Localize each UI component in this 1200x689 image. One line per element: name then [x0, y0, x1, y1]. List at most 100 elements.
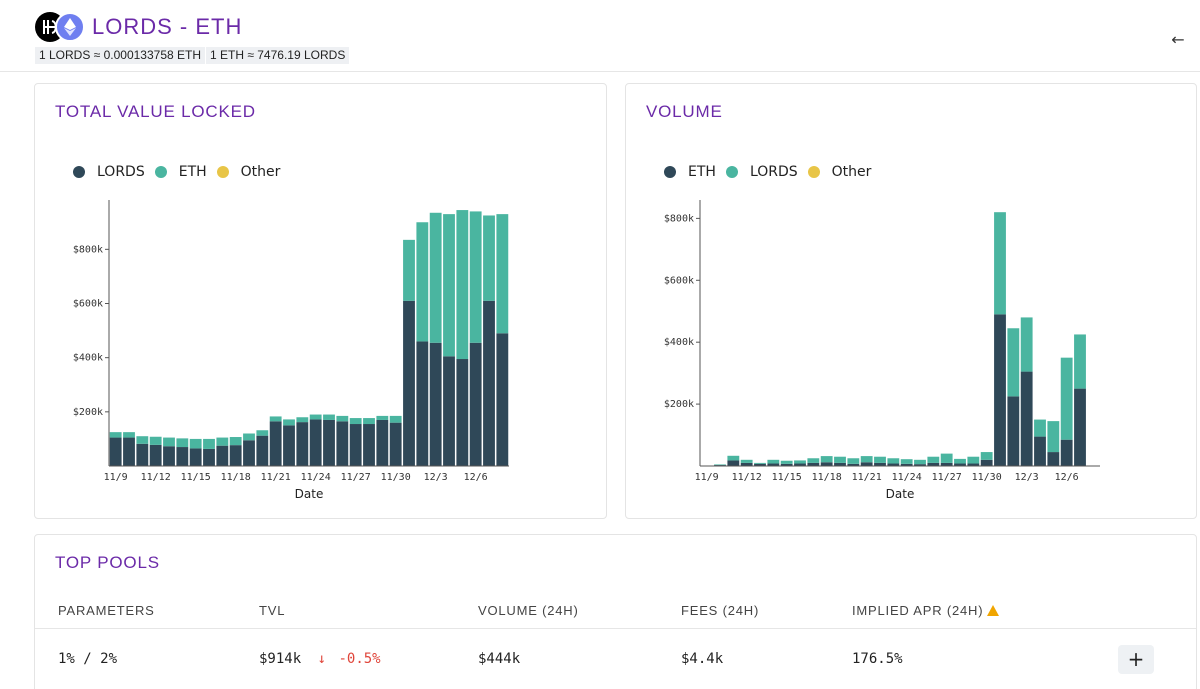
- bar-segment[interactable]: [149, 436, 162, 445]
- bar-segment[interactable]: [123, 437, 135, 466]
- bar-segment[interactable]: [109, 437, 122, 466]
- bar-segment[interactable]: [443, 214, 455, 357]
- bar-segment[interactable]: [1020, 371, 1033, 466]
- bar-segment[interactable]: [176, 447, 189, 466]
- pool-parameters[interactable]: 1% / 2%: [58, 651, 118, 667]
- bar-segment[interactable]: [296, 422, 309, 466]
- bar-segment[interactable]: [1034, 436, 1046, 466]
- bar-segment[interactable]: [914, 459, 926, 465]
- bar-segment[interactable]: [363, 418, 375, 425]
- bar-segment[interactable]: [469, 342, 482, 466]
- bar-segment[interactable]: [189, 448, 202, 466]
- bar-segment[interactable]: [496, 333, 509, 466]
- bar-segment[interactable]: [403, 300, 415, 466]
- bar-segment[interactable]: [834, 462, 846, 466]
- bar-segment[interactable]: [136, 436, 149, 444]
- bar-segment[interactable]: [469, 211, 482, 343]
- bar-segment[interactable]: [496, 214, 509, 334]
- bar-segment[interactable]: [136, 443, 149, 466]
- bar-segment[interactable]: [807, 462, 820, 466]
- bar-segment[interactable]: [1047, 452, 1060, 466]
- bar-segment[interactable]: [283, 419, 295, 426]
- bar-segment[interactable]: [940, 453, 953, 463]
- bar-segment[interactable]: [403, 239, 415, 301]
- bar-segment[interactable]: [807, 458, 820, 463]
- bar-segment[interactable]: [456, 210, 469, 360]
- bar-segment[interactable]: [780, 463, 793, 466]
- bar-segment[interactable]: [443, 356, 455, 466]
- bar-segment[interactable]: [1047, 421, 1060, 453]
- bar-segment[interactable]: [994, 212, 1006, 315]
- bar-segment[interactable]: [389, 415, 402, 423]
- bar-segment[interactable]: [363, 424, 375, 466]
- bar-segment[interactable]: [163, 446, 175, 466]
- bar-segment[interactable]: [714, 464, 726, 466]
- bar-segment[interactable]: [283, 425, 295, 466]
- bar-segment[interactable]: [1074, 334, 1086, 389]
- bar-segment[interactable]: [874, 456, 886, 463]
- legend-item-eth[interactable]: ETH: [664, 164, 716, 180]
- bar-segment[interactable]: [980, 459, 993, 466]
- bar-segment[interactable]: [914, 464, 926, 466]
- bar-segment[interactable]: [416, 222, 429, 342]
- bar-segment[interactable]: [727, 455, 740, 461]
- col-parameters[interactable]: PARAMETERS: [58, 603, 155, 618]
- bar-segment[interactable]: [483, 300, 495, 466]
- bar-segment[interactable]: [323, 419, 335, 466]
- bar-segment[interactable]: [954, 458, 966, 464]
- bar-segment[interactable]: [927, 456, 940, 463]
- bar-segment[interactable]: [256, 435, 269, 466]
- legend-item-lords[interactable]: LORDS: [725, 164, 798, 180]
- col-fees[interactable]: FEES (24H): [681, 603, 760, 618]
- bar-segment[interactable]: [349, 418, 362, 425]
- bar-segment[interactable]: [323, 414, 335, 420]
- bar-segment[interactable]: [349, 424, 362, 466]
- bar-segment[interactable]: [887, 463, 900, 466]
- bar-segment[interactable]: [954, 463, 966, 466]
- bar-segment[interactable]: [820, 462, 833, 466]
- bar-segment[interactable]: [149, 444, 162, 466]
- bar-segment[interactable]: [203, 448, 215, 466]
- bar-segment[interactable]: [1074, 388, 1086, 466]
- bar-segment[interactable]: [483, 215, 495, 301]
- bar-segment[interactable]: [109, 432, 122, 438]
- bar-segment[interactable]: [336, 421, 349, 466]
- legend-item-eth[interactable]: ETH: [154, 164, 207, 180]
- bar-segment[interactable]: [123, 432, 135, 438]
- bar-segment[interactable]: [820, 456, 833, 463]
- bar-segment[interactable]: [336, 415, 349, 422]
- bar-segment[interactable]: [847, 458, 860, 464]
- bar-segment[interactable]: [754, 463, 766, 466]
- bar-segment[interactable]: [229, 437, 242, 446]
- bar-segment[interactable]: [229, 445, 242, 466]
- legend-item-other[interactable]: Other: [216, 164, 280, 180]
- bar-segment[interactable]: [887, 458, 900, 464]
- bar-segment[interactable]: [900, 463, 913, 466]
- bar-segment[interactable]: [927, 462, 940, 466]
- bar-segment[interactable]: [243, 433, 255, 441]
- bar-segment[interactable]: [456, 359, 469, 466]
- bar-segment[interactable]: [1007, 328, 1020, 397]
- bar-segment[interactable]: [994, 314, 1006, 466]
- bar-segment[interactable]: [967, 456, 980, 464]
- bar-segment[interactable]: [767, 463, 780, 466]
- bar-segment[interactable]: [1034, 419, 1046, 437]
- bar-segment[interactable]: [940, 462, 953, 466]
- bar-segment[interactable]: [389, 422, 402, 466]
- bar-segment[interactable]: [376, 415, 389, 420]
- bar-segment[interactable]: [269, 416, 282, 422]
- col-apr[interactable]: IMPLIED APR (24H): [852, 603, 1000, 618]
- bar-segment[interactable]: [429, 212, 442, 343]
- bar-segment[interactable]: [860, 456, 873, 463]
- back-arrow-icon[interactable]: ←: [1171, 30, 1185, 49]
- bar-segment[interactable]: [860, 462, 873, 466]
- bar-segment[interactable]: [767, 459, 780, 464]
- legend-item-other[interactable]: Other: [807, 164, 871, 180]
- bar-segment[interactable]: [269, 421, 282, 466]
- bar-segment[interactable]: [376, 419, 389, 466]
- bar-segment[interactable]: [429, 342, 442, 466]
- col-volume[interactable]: VOLUME (24H): [478, 603, 579, 618]
- bar-segment[interactable]: [1020, 317, 1033, 372]
- bar-segment[interactable]: [1060, 439, 1073, 466]
- bar-segment[interactable]: [296, 417, 309, 423]
